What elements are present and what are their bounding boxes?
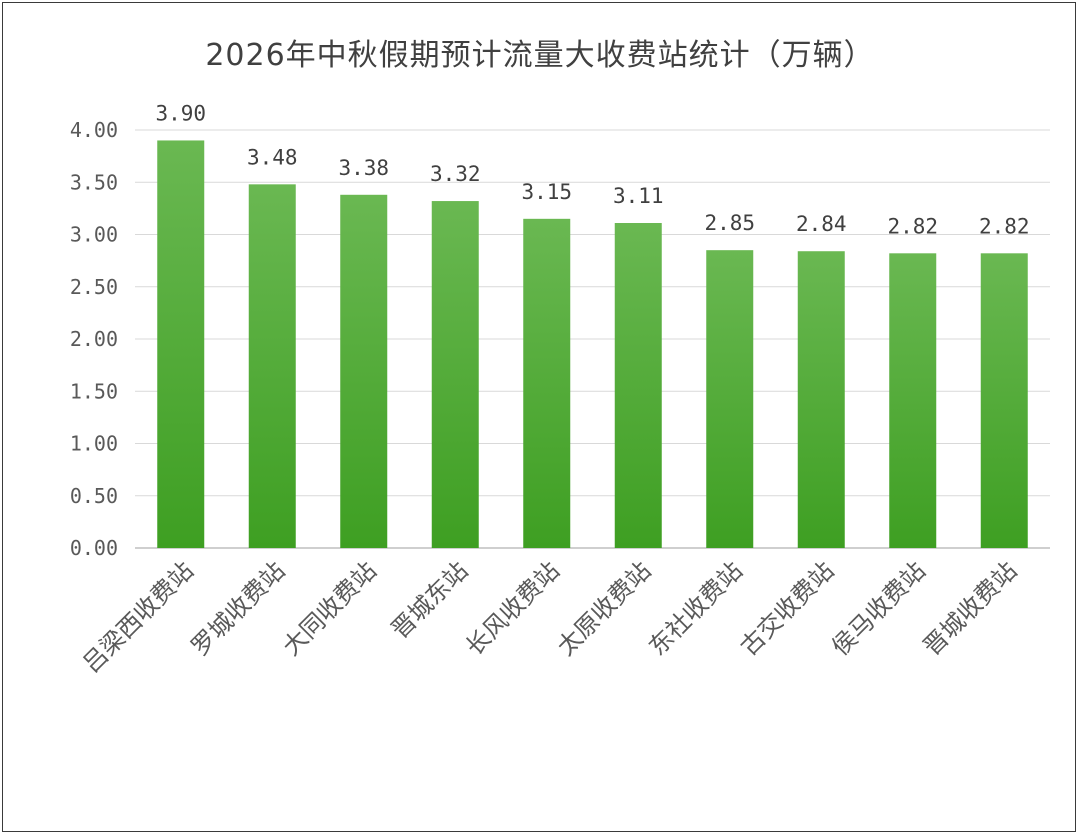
bar-6 <box>706 250 754 549</box>
data-label-5: 3.11 <box>613 184 664 208</box>
category-label-7: 古交收费站 <box>735 556 840 661</box>
bar-0 <box>157 140 205 548</box>
data-label-1: 3.48 <box>247 145 298 169</box>
category-label-3: 晋城东站 <box>386 556 474 644</box>
y-tick-label: 1.00 <box>70 432 118 456</box>
category-label-6: 东社收费站 <box>643 556 748 661</box>
bar-1 <box>248 184 296 548</box>
category-label-1: 罗城收费站 <box>186 556 291 661</box>
category-label-5: 太原收费站 <box>552 556 657 661</box>
data-label-3: 3.32 <box>430 162 481 186</box>
bar-2 <box>340 194 388 549</box>
category-label-4: 长风收费站 <box>460 556 565 661</box>
y-tick-label: 2.00 <box>70 327 118 351</box>
data-label-2: 3.38 <box>338 156 389 180</box>
y-tick-label: 4.00 <box>70 118 118 142</box>
data-label-9: 2.82 <box>979 214 1030 238</box>
y-tick-label: 2.50 <box>70 275 118 299</box>
bar-4 <box>523 218 571 548</box>
y-tick-label: 3.00 <box>70 223 118 247</box>
bar-5 <box>614 223 662 548</box>
bar-7 <box>797 251 845 548</box>
category-label-8: 侯马收费站 <box>826 556 931 661</box>
y-tick-label: 3.50 <box>70 170 118 194</box>
chart-title: 2026年中秋假期预计流量大收费站统计（万辆） <box>205 38 875 73</box>
data-label-4: 3.15 <box>521 180 572 204</box>
data-label-6: 2.85 <box>704 211 755 235</box>
bar-8 <box>889 253 937 548</box>
data-label-0: 3.90 <box>155 101 206 125</box>
bar-9 <box>980 253 1028 548</box>
bar-3 <box>431 201 479 548</box>
y-tick-label: 1.50 <box>70 379 118 403</box>
y-tick-label: 0.00 <box>70 536 118 560</box>
data-label-7: 2.84 <box>796 212 847 236</box>
category-label-0: 吕梁西收费站 <box>77 556 199 678</box>
y-tick-label: 0.50 <box>70 484 118 508</box>
y-axis-tick-labels: 0.00 0.50 1.00 1.50 2.00 2.50 3.00 3.50 4.00 <box>70 118 118 560</box>
data-labels: 3.90 3.48 3.38 3.32 3.15 3.11 2.85 2.84 2.82 2.82 <box>155 101 1029 238</box>
category-label-2: 大同收费站 <box>277 556 382 661</box>
category-label-9: 晋城收费站 <box>918 556 1023 661</box>
data-label-8: 2.82 <box>887 214 938 238</box>
bars <box>157 140 1028 549</box>
